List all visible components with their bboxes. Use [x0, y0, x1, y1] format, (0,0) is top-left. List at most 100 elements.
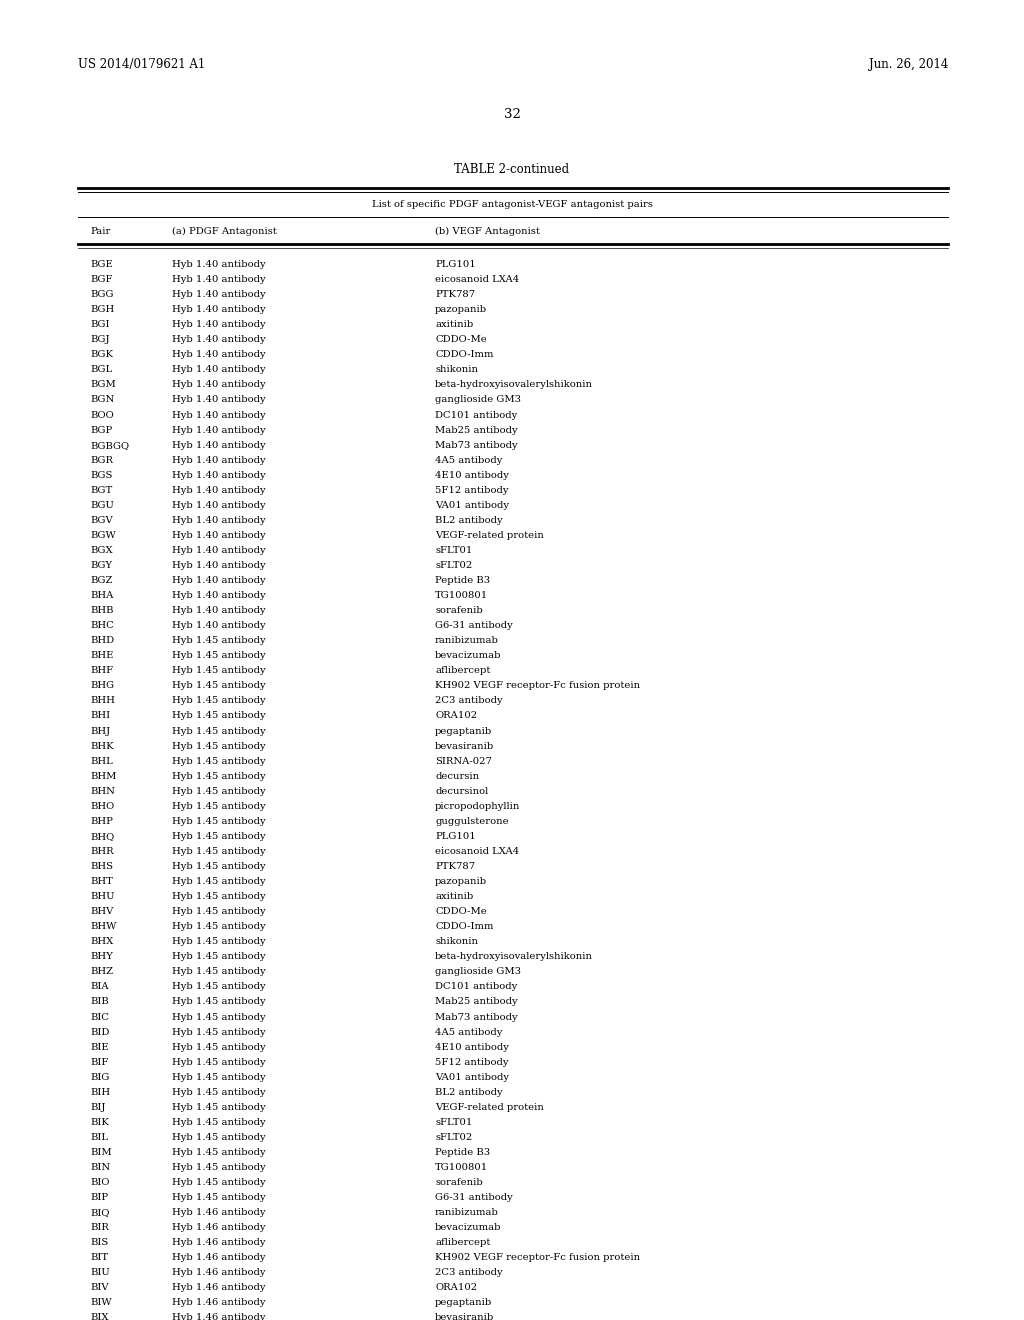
- Text: BIP: BIP: [90, 1193, 109, 1203]
- Text: BGP: BGP: [90, 425, 113, 434]
- Text: 2C3 antibody: 2C3 antibody: [435, 697, 503, 705]
- Text: BIS: BIS: [90, 1238, 109, 1247]
- Text: BGS: BGS: [90, 471, 113, 479]
- Text: beta-hydroxyisovalerylshikonin: beta-hydroxyisovalerylshikonin: [435, 952, 593, 961]
- Text: Hyb 1.45 antibody: Hyb 1.45 antibody: [172, 1193, 265, 1203]
- Text: 4E10 antibody: 4E10 antibody: [435, 471, 509, 479]
- Text: BHK: BHK: [90, 742, 114, 751]
- Text: BHF: BHF: [90, 667, 113, 676]
- Text: BHB: BHB: [90, 606, 114, 615]
- Text: BIU: BIU: [90, 1269, 110, 1278]
- Text: 2C3 antibody: 2C3 antibody: [435, 1269, 503, 1278]
- Text: aflibercept: aflibercept: [435, 667, 490, 676]
- Text: PTK787: PTK787: [435, 862, 475, 871]
- Text: BGX: BGX: [90, 546, 113, 554]
- Text: Hyb 1.40 antibody: Hyb 1.40 antibody: [172, 471, 265, 479]
- Text: Hyb 1.45 antibody: Hyb 1.45 antibody: [172, 1057, 265, 1067]
- Text: pazopanib: pazopanib: [435, 876, 487, 886]
- Text: Hyb 1.45 antibody: Hyb 1.45 antibody: [172, 636, 265, 645]
- Text: Hyb 1.46 antibody: Hyb 1.46 antibody: [172, 1283, 265, 1292]
- Text: bevasiranib: bevasiranib: [435, 742, 495, 751]
- Text: Mab73 antibody: Mab73 antibody: [435, 441, 517, 450]
- Text: Hyb 1.40 antibody: Hyb 1.40 antibody: [172, 305, 265, 314]
- Text: BHH: BHH: [90, 697, 115, 705]
- Text: BHX: BHX: [90, 937, 114, 946]
- Text: Hyb 1.40 antibody: Hyb 1.40 antibody: [172, 441, 265, 450]
- Text: BIK: BIK: [90, 1118, 109, 1127]
- Text: BIE: BIE: [90, 1043, 109, 1052]
- Text: BIB: BIB: [90, 998, 109, 1006]
- Text: shikonin: shikonin: [435, 937, 478, 946]
- Text: Hyb 1.45 antibody: Hyb 1.45 antibody: [172, 1073, 265, 1081]
- Text: Hyb 1.40 antibody: Hyb 1.40 antibody: [172, 321, 265, 329]
- Text: bevacizumab: bevacizumab: [435, 651, 502, 660]
- Text: Hyb 1.45 antibody: Hyb 1.45 antibody: [172, 982, 265, 991]
- Text: Hyb 1.45 antibody: Hyb 1.45 antibody: [172, 817, 265, 826]
- Text: TG100801: TG100801: [435, 591, 488, 601]
- Text: KH902 VEGF receptor-Fc fusion protein: KH902 VEGF receptor-Fc fusion protein: [435, 681, 640, 690]
- Text: picropodophyllin: picropodophyllin: [435, 801, 520, 810]
- Text: BIQ: BIQ: [90, 1208, 110, 1217]
- Text: Peptide B3: Peptide B3: [435, 576, 490, 585]
- Text: BHJ: BHJ: [90, 726, 111, 735]
- Text: Hyb 1.45 antibody: Hyb 1.45 antibody: [172, 1088, 265, 1097]
- Text: Hyb 1.40 antibody: Hyb 1.40 antibody: [172, 531, 265, 540]
- Text: BL2 antibody: BL2 antibody: [435, 1088, 503, 1097]
- Text: BGU: BGU: [90, 500, 114, 510]
- Text: pegaptanib: pegaptanib: [435, 726, 493, 735]
- Text: Hyb 1.45 antibody: Hyb 1.45 antibody: [172, 832, 265, 841]
- Text: Hyb 1.45 antibody: Hyb 1.45 antibody: [172, 711, 265, 721]
- Text: BIJ: BIJ: [90, 1102, 105, 1111]
- Text: Hyb 1.45 antibody: Hyb 1.45 antibody: [172, 756, 265, 766]
- Text: BGM: BGM: [90, 380, 116, 389]
- Text: BHC: BHC: [90, 622, 114, 630]
- Text: BHW: BHW: [90, 923, 117, 931]
- Text: ganglioside GM3: ganglioside GM3: [435, 396, 521, 404]
- Text: Hyb 1.45 antibody: Hyb 1.45 antibody: [172, 876, 265, 886]
- Text: Hyb 1.46 antibody: Hyb 1.46 antibody: [172, 1208, 265, 1217]
- Text: Hyb 1.45 antibody: Hyb 1.45 antibody: [172, 907, 265, 916]
- Text: TABLE 2-continued: TABLE 2-continued: [455, 162, 569, 176]
- Text: Hyb 1.45 antibody: Hyb 1.45 antibody: [172, 772, 265, 780]
- Text: 5F12 antibody: 5F12 antibody: [435, 1057, 509, 1067]
- Text: Hyb 1.45 antibody: Hyb 1.45 antibody: [172, 998, 265, 1006]
- Text: BGK: BGK: [90, 350, 113, 359]
- Text: CDDO-Imm: CDDO-Imm: [435, 923, 494, 931]
- Text: BHI: BHI: [90, 711, 111, 721]
- Text: BIW: BIW: [90, 1299, 112, 1307]
- Text: Hyb 1.45 antibody: Hyb 1.45 antibody: [172, 651, 265, 660]
- Text: Hyb 1.40 antibody: Hyb 1.40 antibody: [172, 275, 265, 284]
- Text: VA01 antibody: VA01 antibody: [435, 500, 509, 510]
- Text: aflibercept: aflibercept: [435, 1238, 490, 1247]
- Text: Hyb 1.40 antibody: Hyb 1.40 antibody: [172, 396, 265, 404]
- Text: CDDO-Me: CDDO-Me: [435, 335, 486, 345]
- Text: Hyb 1.45 antibody: Hyb 1.45 antibody: [172, 1177, 265, 1187]
- Text: Hyb 1.45 antibody: Hyb 1.45 antibody: [172, 1043, 265, 1052]
- Text: BHZ: BHZ: [90, 968, 113, 977]
- Text: BHU: BHU: [90, 892, 115, 902]
- Text: pazopanib: pazopanib: [435, 305, 487, 314]
- Text: Hyb 1.40 antibody: Hyb 1.40 antibody: [172, 366, 265, 375]
- Text: sFLT01: sFLT01: [435, 546, 472, 554]
- Text: PLG101: PLG101: [435, 832, 476, 841]
- Text: Hyb 1.40 antibody: Hyb 1.40 antibody: [172, 622, 265, 630]
- Text: Hyb 1.40 antibody: Hyb 1.40 antibody: [172, 546, 265, 554]
- Text: ORA102: ORA102: [435, 711, 477, 721]
- Text: US 2014/0179621 A1: US 2014/0179621 A1: [78, 58, 205, 71]
- Text: ORA102: ORA102: [435, 1283, 477, 1292]
- Text: BGH: BGH: [90, 305, 115, 314]
- Text: Hyb 1.46 antibody: Hyb 1.46 antibody: [172, 1224, 265, 1232]
- Text: Peptide B3: Peptide B3: [435, 1148, 490, 1156]
- Text: Hyb 1.40 antibody: Hyb 1.40 antibody: [172, 486, 265, 495]
- Text: ranibizumab: ranibizumab: [435, 1208, 499, 1217]
- Text: BGZ: BGZ: [90, 576, 113, 585]
- Text: BGL: BGL: [90, 366, 112, 375]
- Text: 4A5 antibody: 4A5 antibody: [435, 1027, 503, 1036]
- Text: BIF: BIF: [90, 1057, 109, 1067]
- Text: decursin: decursin: [435, 772, 479, 780]
- Text: Hyb 1.40 antibody: Hyb 1.40 antibody: [172, 380, 265, 389]
- Text: sFLT02: sFLT02: [435, 1133, 472, 1142]
- Text: Hyb 1.45 antibody: Hyb 1.45 antibody: [172, 923, 265, 931]
- Text: shikonin: shikonin: [435, 366, 478, 375]
- Text: BIR: BIR: [90, 1224, 109, 1232]
